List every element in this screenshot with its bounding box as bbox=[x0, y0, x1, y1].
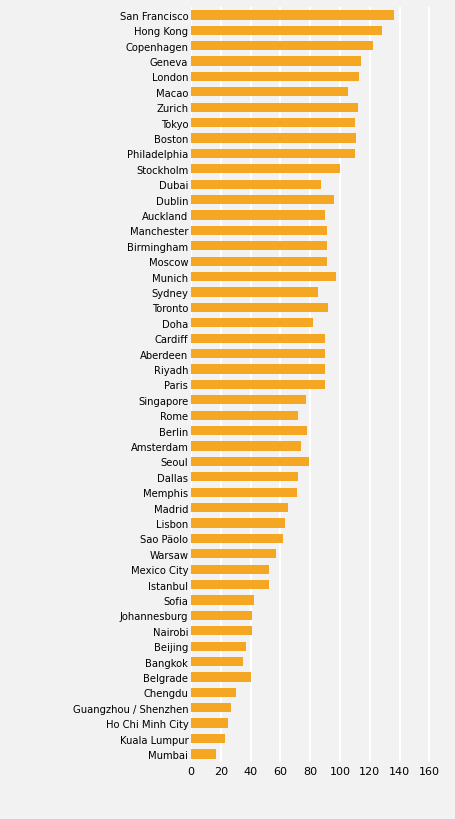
Bar bbox=[191, 303, 328, 313]
Bar bbox=[191, 134, 356, 143]
Bar bbox=[191, 457, 309, 467]
Bar bbox=[191, 350, 325, 359]
Bar bbox=[191, 611, 252, 620]
Bar bbox=[191, 749, 217, 758]
Bar bbox=[191, 273, 336, 282]
Bar bbox=[191, 595, 253, 604]
Bar bbox=[191, 88, 348, 97]
Bar bbox=[191, 504, 288, 513]
Bar bbox=[191, 365, 325, 374]
Bar bbox=[191, 688, 236, 697]
Bar bbox=[191, 427, 307, 436]
Bar bbox=[191, 642, 246, 651]
Bar bbox=[191, 580, 268, 590]
Bar bbox=[191, 411, 298, 420]
Bar bbox=[191, 242, 327, 251]
Bar bbox=[191, 441, 301, 451]
Bar bbox=[191, 150, 355, 159]
Bar bbox=[191, 227, 327, 236]
Bar bbox=[191, 534, 283, 543]
Bar bbox=[191, 319, 313, 328]
Bar bbox=[191, 718, 228, 728]
Bar bbox=[191, 657, 243, 667]
Bar bbox=[191, 73, 359, 82]
Bar bbox=[191, 103, 358, 113]
Bar bbox=[191, 288, 318, 297]
Bar bbox=[191, 165, 340, 174]
Bar bbox=[191, 672, 251, 681]
Bar bbox=[191, 518, 285, 528]
Bar bbox=[191, 11, 394, 20]
Bar bbox=[191, 119, 355, 128]
Bar bbox=[191, 565, 268, 574]
Bar bbox=[191, 196, 334, 205]
Bar bbox=[191, 550, 276, 559]
Bar bbox=[191, 334, 325, 343]
Bar bbox=[191, 380, 325, 390]
Bar bbox=[191, 488, 297, 497]
Bar bbox=[191, 257, 327, 266]
Bar bbox=[191, 396, 306, 405]
Bar bbox=[191, 704, 231, 713]
Bar bbox=[191, 57, 361, 66]
Bar bbox=[191, 27, 382, 36]
Bar bbox=[191, 42, 373, 52]
Bar bbox=[191, 473, 298, 482]
Bar bbox=[191, 211, 325, 220]
Bar bbox=[191, 180, 321, 190]
Bar bbox=[191, 734, 225, 743]
Bar bbox=[191, 627, 252, 636]
